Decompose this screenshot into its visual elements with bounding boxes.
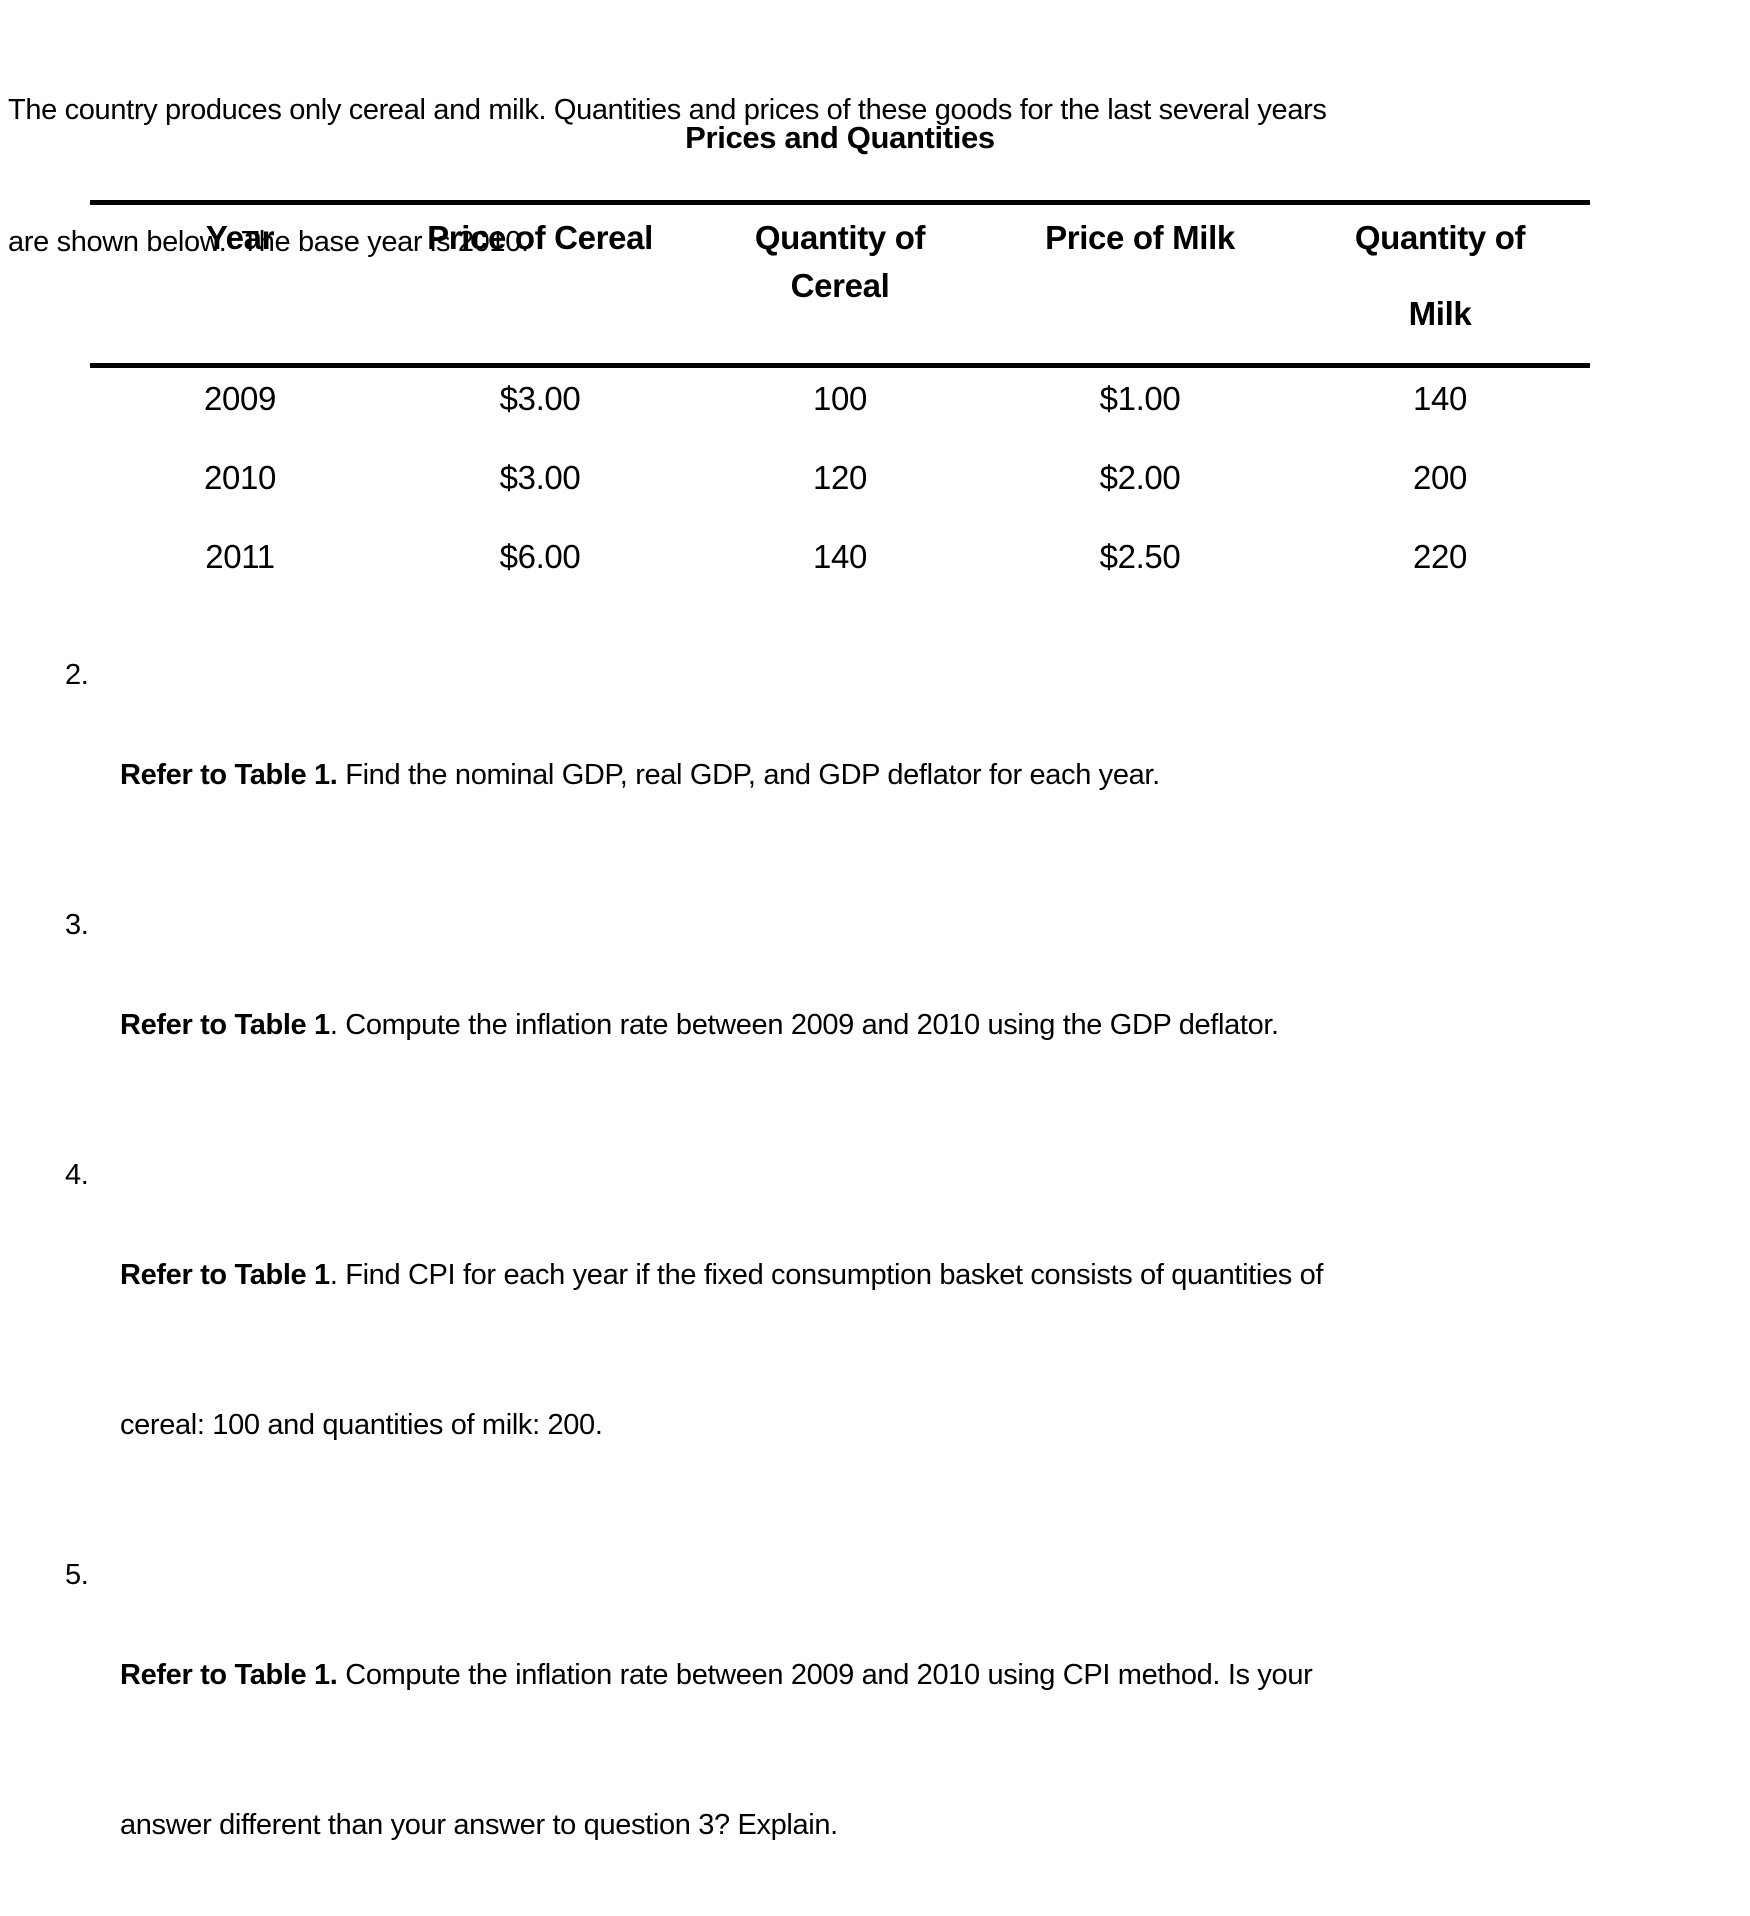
question-rest: . Compute the inflation rate between 200…: [329, 1009, 1279, 1041]
question-text: Refer to Table 1. Compute the inflation …: [120, 1550, 1715, 1916]
question-item-5: 5. Refer to Table 1. Compute the inflati…: [65, 1550, 1715, 1916]
cell-quantity-cereal: 100: [812, 380, 867, 417]
question-bold-lead: Refer to Table 1.: [120, 1659, 338, 1691]
header-cell-year: Year: [90, 205, 390, 363]
cell-quantity-cereal: 120: [812, 459, 867, 496]
header-quantity-milk-line1: Quantity of: [1354, 219, 1526, 256]
header-cell-quantity-of-milk: Quantity of Milk: [1290, 205, 1590, 363]
intro-paragraph: The country produces only cereal and mil…: [8, 0, 1608, 308]
header-cell-price-of-cereal: Price of Cereal: [390, 205, 690, 363]
table-title: Prices and Quantities: [685, 120, 995, 155]
table-rule-top: [90, 200, 1590, 205]
cell-price-milk: $2.50: [1099, 538, 1181, 575]
questions-list: 2. Refer to Table 1. Find the nominal GD…: [65, 650, 1715, 1916]
header-year-line1: Year: [205, 219, 275, 256]
cell-year: 2009: [203, 380, 276, 417]
table-row-2009: 2009 $3.00 100 $1.00 140: [90, 368, 1590, 447]
cell-price-milk: $2.00: [1099, 459, 1181, 496]
table-rule-middle: [90, 363, 1590, 368]
table-header-row: Year Price of Cereal Quantity of Cereal …: [90, 205, 1590, 363]
question-bold-lead: Refer to Table 1: [120, 1259, 330, 1291]
question-number: 3.: [65, 909, 89, 941]
question-rest: . Find CPI for each year if the fixed co…: [329, 1259, 1324, 1291]
prices-quantities-table: Prices and Quantities Year Price of Cere…: [90, 0, 1590, 620]
header-cell-quantity-of-cereal: Quantity of Cereal: [690, 205, 990, 363]
question-line: Refer to Table 1. Find the nominal GDP, …: [120, 750, 1715, 800]
question-text: Refer to Table 1. Find the nominal GDP, …: [120, 650, 1715, 900]
question-number: 2.: [65, 659, 89, 691]
intro-line-2: are shown below. The base year is 2010.: [8, 226, 529, 258]
header-cell-price-of-milk: Price of Milk: [990, 205, 1290, 363]
table-row-2010: 2010 $3.00 120 $2.00 200: [90, 447, 1590, 526]
question-text: Refer to Table 1. Find CPI for each year…: [120, 1150, 1715, 1550]
header-price-milk-line1: Price of Milk: [1045, 219, 1235, 256]
table-body: 2009 $3.00 100 $1.00 140 2010 $3.00 120 …: [90, 368, 1590, 605]
question-rest: Compute the inflation rate between 2009 …: [337, 1659, 1313, 1691]
cell-quantity-milk: 200: [1412, 459, 1467, 496]
question-item-2: 2. Refer to Table 1. Find the nominal GD…: [65, 650, 1715, 900]
cell-quantity-milk: 140: [1412, 380, 1467, 417]
header-quantity-milk-line2: Milk: [1408, 295, 1472, 332]
intro-line-1: The country produces only cereal and mil…: [8, 94, 1327, 126]
cell-year: 2011: [205, 538, 275, 575]
question-bold-lead: Refer to Table 1.: [120, 759, 338, 791]
question-item-3: 3. Refer to Table 1. Compute the inflati…: [65, 900, 1715, 1150]
header-quantity-cereal-line2: Cereal: [790, 267, 890, 304]
question-text: Refer to Table 1. Compute the inflation …: [120, 900, 1715, 1150]
question-item-4: 4. Refer to Table 1. Find CPI for each y…: [65, 1150, 1715, 1550]
cell-quantity-cereal: 140: [812, 538, 867, 575]
question-line-2: answer different than your answer to que…: [120, 1809, 838, 1841]
header-price-cereal-line1: Price of Cereal: [427, 219, 653, 256]
cell-price-milk: $1.00: [1099, 380, 1181, 417]
question-number: 4.: [65, 1159, 89, 1191]
question-line: Refer to Table 1. Find CPI for each year…: [120, 1250, 1715, 1300]
question-rest: Find the nominal GDP, real GDP, and GDP …: [337, 759, 1160, 791]
cell-quantity-milk: 220: [1412, 538, 1467, 575]
cell-price-cereal: $6.00: [499, 538, 581, 575]
cell-year: 2010: [203, 459, 276, 496]
question-bold-lead: Refer to Table 1: [120, 1009, 330, 1041]
header-quantity-cereal-line1: Quantity of: [754, 219, 926, 256]
question-line: Refer to Table 1. Compute the inflation …: [120, 1650, 1715, 1700]
cell-price-cereal: $3.00: [499, 459, 581, 496]
table-row-2011: 2011 $6.00 140 $2.50 220: [90, 526, 1590, 605]
question-line-2: cereal: 100 and quantities of milk: 200.: [120, 1409, 603, 1441]
question-line: Refer to Table 1. Compute the inflation …: [120, 1000, 1715, 1050]
question-number: 5.: [65, 1559, 89, 1591]
cell-price-cereal: $3.00: [499, 380, 581, 417]
